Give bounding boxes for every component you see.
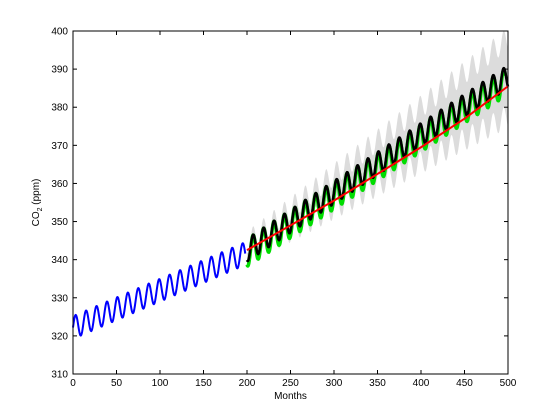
x-tick-label: 450: [456, 378, 473, 389]
y-axis-label: CO2 (ppm): [31, 179, 44, 227]
x-tick-label: 50: [111, 378, 123, 389]
y-axis-label-subscript: 2: [37, 207, 44, 211]
y-tick-label: 340: [51, 255, 68, 266]
trend-line: [246, 85, 509, 252]
y-tick-label: 330: [51, 293, 68, 304]
x-tick-label: 150: [195, 378, 212, 389]
series-layer: [72, 30, 510, 337]
x-tick-label: 250: [282, 378, 299, 389]
series-line-2: [245, 66, 510, 263]
x-tick-label: 400: [413, 378, 430, 389]
x-tick-label: 350: [369, 378, 386, 389]
x-tick-label: 100: [152, 378, 169, 389]
plot-background: [73, 31, 508, 374]
y-tick-label: 400: [51, 27, 68, 38]
y-axis-label-base: CO: [31, 211, 42, 226]
y-tick-label: 320: [51, 331, 68, 342]
y-tick-label: 360: [51, 179, 68, 190]
x-tick-label: 300: [326, 378, 343, 389]
x-axis-label: Months: [274, 391, 307, 402]
y-tick-label: 390: [51, 65, 68, 76]
x-tick-label: 500: [500, 378, 517, 389]
y-tick-label: 370: [51, 141, 68, 152]
y-tick-label: 350: [51, 217, 68, 228]
y-axis-label-suffix: (ppm): [31, 179, 42, 208]
y-axis: 310 320 330 340 350 360 370 380 390 400: [51, 27, 508, 381]
series-line-4: [72, 242, 247, 337]
x-tick-label: 200: [239, 378, 256, 389]
x-axis: 0 50 100 150 200 250 300 350 400 450 500: [70, 31, 517, 389]
y-tick-label: 310: [51, 370, 68, 381]
y-tick-label: 380: [51, 103, 68, 114]
x-tick-label: 0: [70, 378, 76, 389]
